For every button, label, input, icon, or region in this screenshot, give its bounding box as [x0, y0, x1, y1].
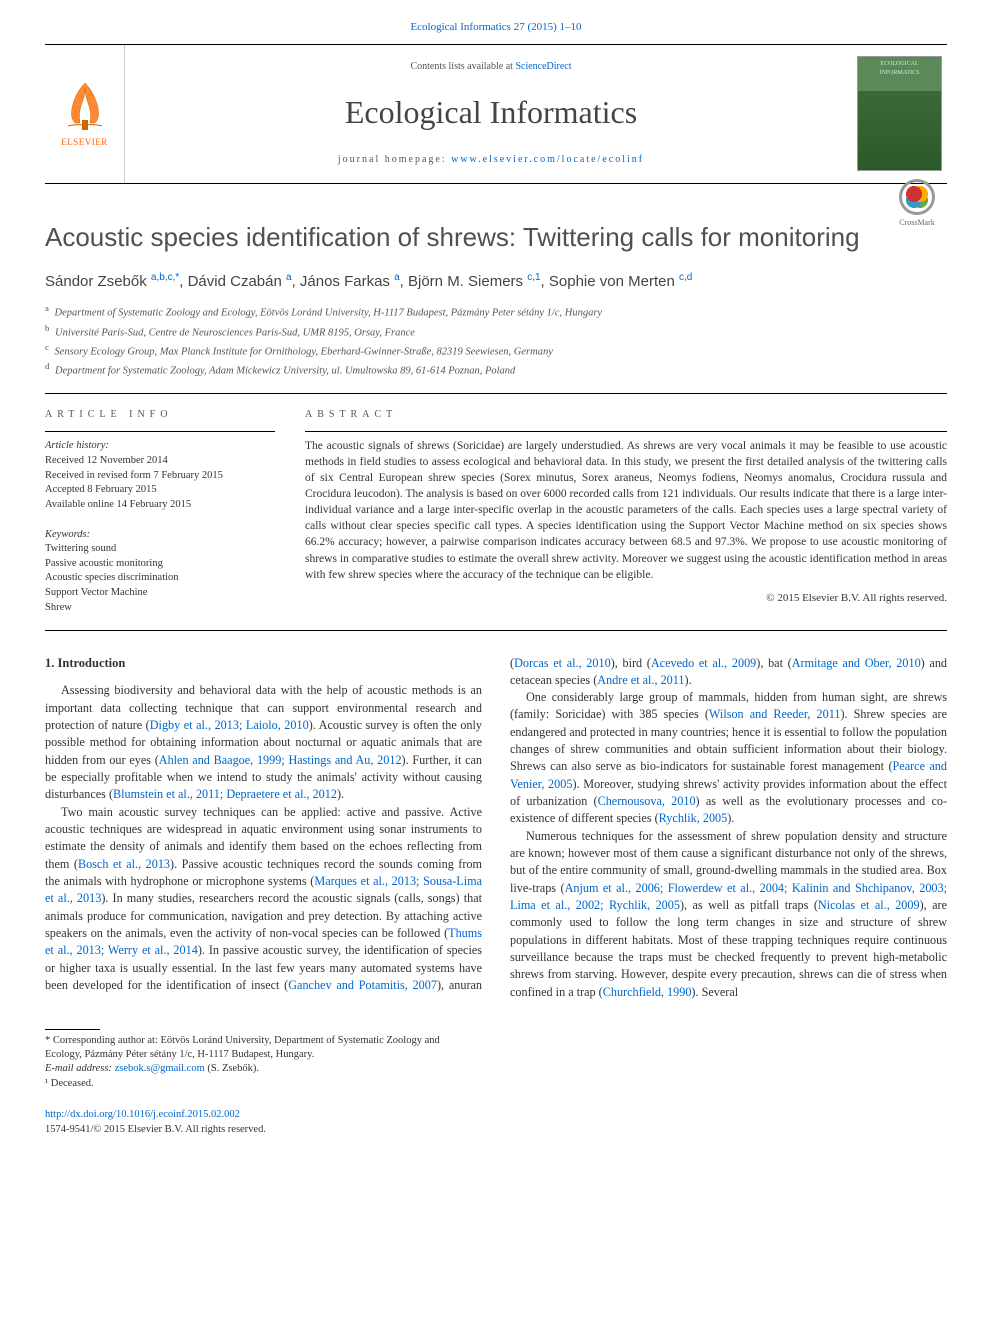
info-divider — [45, 431, 275, 432]
keyword-line: Shrew — [45, 601, 275, 616]
body-text: ). Several — [691, 985, 738, 999]
journal-cover-thumbnail[interactable]: ECOLOGICAL INFORMATICS — [857, 56, 942, 171]
citation-link[interactable]: Wilson and Reeder, 2011 — [709, 707, 841, 721]
cover-title: ECOLOGICAL INFORMATICS — [858, 57, 941, 80]
divider — [45, 393, 947, 394]
article-info-column: article info Article history: Received 1… — [45, 408, 275, 615]
abstract-divider — [305, 431, 947, 432]
affiliation-line: b Université Paris-Sud, Centre de Neuros… — [45, 322, 947, 341]
email-who: (S. Zsebők). — [205, 1063, 259, 1074]
journal-name: Ecological Informatics — [135, 89, 847, 135]
contents-prefix: Contents lists available at — [410, 61, 515, 72]
section-heading-intro: 1. Introduction — [45, 655, 482, 673]
citation-link[interactable]: Andre et al., 2011 — [597, 673, 684, 687]
history-line: Received in revised form 7 February 2015 — [45, 469, 275, 484]
abstract-text: The acoustic signals of shrews (Soricida… — [305, 438, 947, 583]
doi-block: http://dx.doi.org/10.1016/j.ecoinf.2015.… — [45, 1107, 947, 1137]
citation-link[interactable]: Acevedo et al., 2009 — [651, 656, 756, 670]
citation-link[interactable]: Dorcas et al., 2010 — [514, 656, 611, 670]
article-title: Acoustic species identification of shrew… — [45, 219, 947, 257]
history-line: Accepted 8 February 2015 — [45, 483, 275, 498]
journal-citation-link[interactable]: Ecological Informatics 27 (2015) 1–10 — [45, 20, 947, 36]
footnotes-divider — [45, 1029, 100, 1030]
keyword-lines: Twittering soundPassive acoustic monitor… — [45, 542, 275, 615]
authors-line: Sándor Zsebők a,b,c,*, Dávid Czabán a, J… — [45, 271, 947, 293]
homepage-label: journal homepage: — [338, 154, 451, 165]
info-abstract-row: article info Article history: Received 1… — [45, 408, 947, 630]
body-paragraph: One considerably large group of mammals,… — [510, 689, 947, 828]
issn-copyright-line: 1574-9541/© 2015 Elsevier B.V. All right… — [45, 1124, 266, 1135]
journal-homepage: journal homepage: www.elsevier.com/locat… — [135, 153, 847, 168]
affiliation-line: c Sensory Ecology Group, Max Planck Inst… — [45, 341, 947, 360]
body-text-columns: 1. Introduction Assessing biodiversity a… — [45, 655, 947, 1002]
email-label: E-mail address: — [45, 1063, 115, 1074]
doi-link[interactable]: http://dx.doi.org/10.1016/j.ecoinf.2015.… — [45, 1109, 240, 1120]
keyword-line: Acoustic species discrimination — [45, 571, 275, 586]
corresponding-author-note: * Corresponding author at: Eötvös Loránd… — [45, 1034, 478, 1062]
affiliation-line: a Department of Systematic Zoology and E… — [45, 302, 947, 321]
body-text: ). — [727, 811, 734, 825]
body-text: ). — [337, 787, 344, 801]
footnotes-block: * Corresponding author at: Eötvös Loránd… — [45, 1029, 478, 1091]
affiliations-block: a Department of Systematic Zoology and E… — [45, 302, 947, 379]
citation-link[interactable]: Ganchev and Potamitis, 2007 — [288, 978, 437, 992]
citation-link[interactable]: Churchfield, 1990 — [603, 985, 692, 999]
elsevier-label: ELSEVIER — [61, 136, 108, 149]
abstract-column: abstract The acoustic signals of shrews … — [305, 408, 947, 615]
sciencedirect-link[interactable]: ScienceDirect — [515, 61, 571, 72]
body-text: ), as well as pitfall traps ( — [680, 898, 818, 912]
body-text: ), bat ( — [756, 656, 791, 670]
header-center: Contents lists available at ScienceDirec… — [125, 50, 857, 177]
history-line: Received 12 November 2014 — [45, 454, 275, 469]
keyword-line: Twittering sound — [45, 542, 275, 557]
journal-citation-text[interactable]: Ecological Informatics 27 (2015) 1–10 — [410, 21, 581, 33]
contents-line: Contents lists available at ScienceDirec… — [135, 60, 847, 75]
homepage-url-link[interactable]: www.elsevier.com/locate/ecolinf — [451, 154, 644, 165]
email-link[interactable]: zsebok.s@gmail.com — [115, 1063, 205, 1074]
abstract-heading: abstract — [305, 408, 947, 423]
body-text: ), bird ( — [611, 656, 651, 670]
citation-link[interactable]: Ahlen and Baagoe, 1999; Hastings and Au,… — [159, 753, 402, 767]
citation-link[interactable]: Chernousova, 2010 — [598, 794, 696, 808]
body-text: ). In many studies, researchers record t… — [45, 891, 482, 940]
affiliation-line: d Department for Systematic Zoology, Ada… — [45, 360, 947, 379]
keyword-line: Support Vector Machine — [45, 586, 275, 601]
elsevier-tree-icon — [60, 78, 110, 133]
citation-link[interactable]: Rychlik, 2005 — [659, 811, 728, 825]
deceased-note: ¹ Deceased. — [45, 1077, 478, 1091]
body-paragraph: Assessing biodiversity and behavioral da… — [45, 682, 482, 803]
keywords-block: Keywords: Twittering soundPassive acoust… — [45, 527, 275, 616]
elsevier-logo[interactable]: ELSEVIER — [45, 45, 125, 183]
abstract-copyright: © 2015 Elsevier B.V. All rights reserved… — [305, 591, 947, 607]
keyword-line: Passive acoustic monitoring — [45, 557, 275, 572]
email-line: E-mail address: zsebok.s@gmail.com (S. Z… — [45, 1062, 478, 1076]
citation-link[interactable]: Blumstein et al., 2011; Depraetere et al… — [113, 787, 337, 801]
history-heading: Article history: — [45, 438, 275, 453]
body-text: ). — [685, 673, 692, 687]
citation-link[interactable]: Armitage and Ober, 2010 — [792, 656, 921, 670]
crossmark-badge[interactable]: CrossMark — [887, 179, 947, 234]
citation-link[interactable]: Digby et al., 2013; Laiolo, 2010 — [150, 718, 309, 732]
article-info-heading: article info — [45, 408, 275, 423]
crossmark-label: CrossMark — [887, 217, 947, 229]
keywords-heading: Keywords: — [45, 527, 275, 542]
body-text: ), are commonly used to follow the long … — [510, 898, 947, 999]
journal-header-bar: ELSEVIER Contents lists available at Sci… — [45, 44, 947, 184]
citation-link[interactable]: Bosch et al., 2013 — [78, 857, 170, 871]
crossmark-icon — [899, 179, 935, 215]
history-lines: Received 12 November 2014Received in rev… — [45, 454, 275, 513]
citation-link[interactable]: Nicolas et al., 2009 — [818, 898, 920, 912]
history-line: Available online 14 February 2015 — [45, 498, 275, 513]
body-paragraph: Numerous techniques for the assessment o… — [510, 828, 947, 1001]
